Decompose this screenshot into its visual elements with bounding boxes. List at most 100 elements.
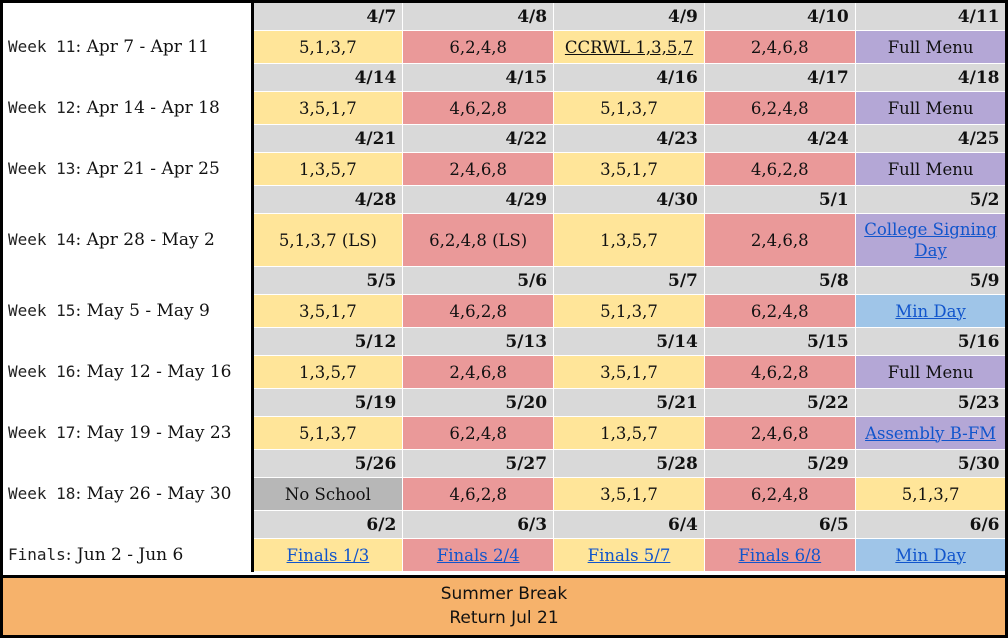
date-cell: 6/5 — [703, 510, 856, 539]
blank-label-cell — [2, 388, 254, 417]
date-cell: 4/22 — [402, 124, 555, 153]
schedule-cell-text: 5,1,3,7 — [299, 37, 357, 57]
date-header-row: 4/21 4/22 4/23 4/24 4/25 — [2, 124, 1007, 153]
schedule-link[interactable]: Min Day — [895, 301, 966, 321]
date-cell: 5/13 — [402, 327, 555, 356]
date-cell: 4/7 — [251, 2, 404, 31]
right-border — [1005, 0, 1008, 638]
date-cell: 4/29 — [402, 185, 555, 214]
schedule-link[interactable]: Min Day — [895, 545, 966, 565]
date-header-row: 5/12 5/13 5/14 5/15 5/16 — [2, 327, 1007, 356]
schedule-cell-text: 5,1,3,7 — [299, 423, 357, 443]
schedule-link[interactable]: Finals 1/3 — [286, 545, 370, 565]
date-cell: 4/15 — [402, 63, 555, 92]
schedule-cell-text: 5,1,3,7 — [600, 98, 658, 118]
schedule-link[interactable]: Finals 2/4 — [436, 545, 520, 565]
week-number: Week 12 — [8, 98, 76, 117]
date-cell: 4/14 — [251, 63, 404, 92]
schedule-cell-text: Full Menu — [887, 159, 974, 179]
schedule-cell-text: 3,5,1,7 — [600, 362, 658, 382]
date-cell: 4/28 — [251, 185, 404, 214]
schedule-cell-text: 4,6,2,8 — [750, 159, 809, 179]
week-date-range: : May 19 - May 23 — [75, 423, 232, 443]
schedule-cell-text: 3,5,1,7 — [299, 301, 357, 321]
week-date-range: : Jun 2 - Jun 6 — [65, 545, 184, 565]
schedule-cell: Full Menu — [854, 152, 1007, 186]
date-cell: 4/24 — [703, 124, 856, 153]
week-number: Finals — [8, 545, 66, 564]
schedule-link[interactable]: Finals 6/8 — [738, 545, 822, 565]
week-number: Week 17 — [8, 423, 76, 442]
schedule-cell: 6,2,4,8 — [402, 30, 555, 64]
schedule-cell: 4,6,2,8 — [402, 91, 555, 125]
schedule-cell-text: 6,2,4,8 — [449, 423, 508, 443]
date-cell: 5/6 — [402, 266, 555, 295]
schedule-cell: 3,5,1,7 — [251, 91, 404, 125]
blank-label-cell — [2, 185, 254, 214]
date-cell: 6/4 — [553, 510, 705, 539]
blank-label-cell — [2, 510, 254, 539]
top-border — [0, 0, 1008, 3]
schedule-cell: No School — [251, 477, 404, 511]
date-header-row: 6/2 6/3 6/4 6/5 6/6 — [2, 510, 1007, 539]
schedule-cell: 2,4,6,8 — [703, 30, 856, 64]
week-row: Week 18: May 26 - May 30 No School 4,6,2,8… — [2, 477, 1007, 511]
date-cell: 5/20 — [402, 388, 555, 417]
schedule-cell-text: 6,2,4,8 — [750, 301, 809, 321]
week-date-range: : May 5 - May 9 — [75, 301, 210, 321]
date-cell: 5/8 — [703, 266, 856, 295]
date-cell: 6/3 — [402, 510, 555, 539]
schedule-cell: 6,2,4,8 (LS) — [402, 213, 555, 267]
blank-label-cell — [2, 124, 254, 153]
schedule-cell: 4,6,2,8 — [703, 152, 856, 186]
blank-label-cell — [2, 2, 254, 31]
schedule-cell-text: 2,4,6,8 — [750, 423, 809, 443]
week-number: Week 18 — [8, 484, 76, 503]
schedule-cell-text: 1,3,5,7 — [600, 423, 658, 443]
date-header-row: 5/5 5/6 5/7 5/8 5/9 — [2, 266, 1007, 295]
schedule-cell-text: 3,5,1,7 — [600, 484, 658, 504]
schedule-cell-text: 1,3,5,7 — [600, 230, 658, 250]
schedule-cell: 4,6,2,8 — [402, 294, 555, 328]
date-header-row: 4/28 4/29 4/30 5/1 5/2 — [2, 185, 1007, 214]
week-row: Week 13: Apr 21 - Apr 25 1,3,5,7 2,4,6,8 3,… — [2, 152, 1007, 186]
schedule-cell: 2,4,6,8 — [703, 213, 856, 267]
blank-label-cell — [2, 327, 254, 356]
schedule-cell-text: 2,4,6,8 — [449, 159, 508, 179]
schedule-link[interactable]: Assembly B-FM — [865, 423, 997, 443]
week-label: Week 18: May 26 - May 30 — [2, 477, 254, 511]
date-cell: 5/1 — [703, 185, 856, 214]
date-cell: 5/16 — [854, 327, 1007, 356]
schedule-cell: 2,4,6,8 — [703, 416, 856, 450]
date-header-row: 4/14 4/15 4/16 4/17 4/18 — [2, 63, 1007, 92]
schedule-cell-text: 5,1,3,7 — [901, 484, 960, 504]
week-date-range: : Apr 21 - Apr 25 — [75, 159, 220, 179]
week-row: Week 16: May 12 - May 16 1,3,5,7 2,4,6,8 3,… — [2, 355, 1007, 389]
schedule-cell: Full Menu — [854, 91, 1007, 125]
schedule-cell: 1,3,5,7 — [251, 355, 404, 389]
date-cell: 5/7 — [553, 266, 705, 295]
schedule-cell: 5,1,3,7 — [854, 477, 1007, 511]
week-label: Week 12: Apr 14 - Apr 18 — [2, 91, 254, 125]
date-cell: 5/14 — [553, 327, 705, 356]
schedule-cell-text: 5,1,3,7 — [600, 301, 658, 321]
schedule-cell: 5,1,3,7 — [553, 91, 705, 125]
week-date-range: : May 26 - May 30 — [75, 484, 232, 504]
schedule-cell: 3,5,1,7 — [553, 152, 705, 186]
schedule-cell: College Signing Day — [854, 213, 1007, 267]
schedule-cell-text: 6,2,4,8 — [750, 98, 809, 118]
schedule-cell-text: 2,4,6,8 — [449, 362, 508, 382]
schedule-link[interactable]: Finals 5/7 — [587, 545, 671, 565]
schedule-cell: 1,3,5,7 — [553, 416, 705, 450]
schedule-cell-text: 6,2,4,8 (LS) — [429, 230, 528, 250]
schedule-cell-text: 1,3,5,7 — [299, 159, 357, 179]
week-label: Week 16: May 12 - May 16 — [2, 355, 254, 389]
week-date-range: : May 12 - May 16 — [75, 362, 232, 382]
date-cell: 6/6 — [854, 510, 1007, 539]
blank-label-cell — [2, 63, 254, 92]
week-number: Week 14 — [8, 230, 76, 249]
schedule-cell: 4,6,2,8 — [402, 477, 555, 511]
schedule-link[interactable]: College Signing Day — [864, 220, 997, 260]
week-number: Week 11 — [8, 37, 76, 56]
schedule-cell: Full Menu — [854, 30, 1007, 64]
